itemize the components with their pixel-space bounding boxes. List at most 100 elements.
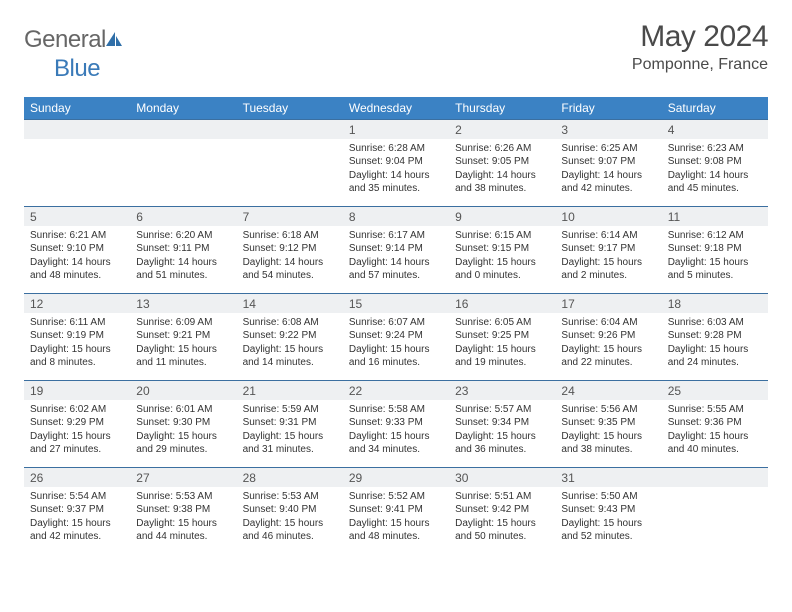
day-detail-cell: Sunrise: 6:17 AMSunset: 9:14 PMDaylight:… <box>343 226 449 294</box>
sunset-line: Sunset: 9:08 PM <box>668 155 762 169</box>
sunrise-line: Sunrise: 6:08 AM <box>243 316 337 330</box>
sunset-line: Sunset: 9:38 PM <box>136 503 230 517</box>
weekday-header: Tuesday <box>237 97 343 120</box>
brand-part1: General <box>24 26 106 53</box>
sunrise-line: Sunrise: 5:55 AM <box>668 403 762 417</box>
daylight-line: Daylight: 15 hours and 5 minutes. <box>668 256 762 283</box>
page-header: GeneralBlue May 2024 Pomponne, France <box>24 20 768 83</box>
sail-icon <box>104 27 124 55</box>
day-detail-cell: Sunrise: 6:01 AMSunset: 9:30 PMDaylight:… <box>130 400 236 468</box>
daylight-line: Daylight: 15 hours and 0 minutes. <box>455 256 549 283</box>
day-number-cell: 4 <box>662 119 768 139</box>
day-number-cell: 27 <box>130 467 236 487</box>
day-detail-cell: Sunrise: 6:08 AMSunset: 9:22 PMDaylight:… <box>237 313 343 381</box>
day-detail-cell: Sunrise: 6:26 AMSunset: 9:05 PMDaylight:… <box>449 139 555 207</box>
daylight-line: Daylight: 15 hours and 40 minutes. <box>668 430 762 457</box>
day-number-cell: 28 <box>237 467 343 487</box>
day-detail-cell: Sunrise: 6:09 AMSunset: 9:21 PMDaylight:… <box>130 313 236 381</box>
day-number-row: 12131415161718 <box>24 293 768 313</box>
sunrise-line: Sunrise: 6:07 AM <box>349 316 443 330</box>
day-number-cell <box>662 467 768 487</box>
day-detail-cell: Sunrise: 5:53 AMSunset: 9:38 PMDaylight:… <box>130 487 236 554</box>
sunrise-line: Sunrise: 6:14 AM <box>561 229 655 243</box>
sunrise-line: Sunrise: 6:28 AM <box>349 142 443 156</box>
title-block: May 2024 Pomponne, France <box>632 20 768 74</box>
sunset-line: Sunset: 9:15 PM <box>455 242 549 256</box>
sunrise-line: Sunrise: 5:57 AM <box>455 403 549 417</box>
day-detail-cell: Sunrise: 6:02 AMSunset: 9:29 PMDaylight:… <box>24 400 130 468</box>
sunset-line: Sunset: 9:42 PM <box>455 503 549 517</box>
daylight-line: Daylight: 15 hours and 22 minutes. <box>561 343 655 370</box>
day-detail-cell: Sunrise: 5:52 AMSunset: 9:41 PMDaylight:… <box>343 487 449 554</box>
day-number-cell: 13 <box>130 293 236 313</box>
day-number-row: 262728293031 <box>24 467 768 487</box>
sunset-line: Sunset: 9:31 PM <box>243 416 337 430</box>
location-label: Pomponne, France <box>632 56 768 74</box>
sunrise-line: Sunrise: 5:50 AM <box>561 490 655 504</box>
sunrise-line: Sunrise: 6:05 AM <box>455 316 549 330</box>
sunrise-line: Sunrise: 6:20 AM <box>136 229 230 243</box>
day-number-cell: 8 <box>343 206 449 226</box>
sunset-line: Sunset: 9:19 PM <box>30 329 124 343</box>
sunrise-line: Sunrise: 6:01 AM <box>136 403 230 417</box>
sunset-line: Sunset: 9:12 PM <box>243 242 337 256</box>
weekday-header-row: Sunday Monday Tuesday Wednesday Thursday… <box>24 97 768 120</box>
day-detail-row: Sunrise: 6:28 AMSunset: 9:04 PMDaylight:… <box>24 139 768 207</box>
day-number-cell: 31 <box>555 467 661 487</box>
daylight-line: Daylight: 15 hours and 44 minutes. <box>136 517 230 544</box>
sunrise-line: Sunrise: 5:58 AM <box>349 403 443 417</box>
month-title: May 2024 <box>632 20 768 54</box>
day-detail-cell: Sunrise: 6:14 AMSunset: 9:17 PMDaylight:… <box>555 226 661 294</box>
brand-logo: GeneralBlue <box>24 20 126 83</box>
calendar-table: Sunday Monday Tuesday Wednesday Thursday… <box>24 97 768 554</box>
sunset-line: Sunset: 9:37 PM <box>30 503 124 517</box>
daylight-line: Daylight: 15 hours and 31 minutes. <box>243 430 337 457</box>
sunrise-line: Sunrise: 6:03 AM <box>668 316 762 330</box>
sunrise-line: Sunrise: 6:21 AM <box>30 229 124 243</box>
calendar-body: 1234 Sunrise: 6:28 AMSunset: 9:04 PMDayl… <box>24 119 768 554</box>
day-number-cell: 9 <box>449 206 555 226</box>
sunrise-line: Sunrise: 5:52 AM <box>349 490 443 504</box>
day-number-cell: 16 <box>449 293 555 313</box>
daylight-line: Daylight: 15 hours and 38 minutes. <box>561 430 655 457</box>
day-detail-cell: Sunrise: 5:59 AMSunset: 9:31 PMDaylight:… <box>237 400 343 468</box>
day-detail-cell <box>237 139 343 207</box>
day-detail-cell: Sunrise: 6:11 AMSunset: 9:19 PMDaylight:… <box>24 313 130 381</box>
day-detail-cell: Sunrise: 5:57 AMSunset: 9:34 PMDaylight:… <box>449 400 555 468</box>
sunrise-line: Sunrise: 6:11 AM <box>30 316 124 330</box>
day-detail-cell: Sunrise: 5:53 AMSunset: 9:40 PMDaylight:… <box>237 487 343 554</box>
sunrise-line: Sunrise: 6:18 AM <box>243 229 337 243</box>
daylight-line: Daylight: 15 hours and 50 minutes. <box>455 517 549 544</box>
day-number-cell: 15 <box>343 293 449 313</box>
day-detail-cell: Sunrise: 5:58 AMSunset: 9:33 PMDaylight:… <box>343 400 449 468</box>
sunrise-line: Sunrise: 5:56 AM <box>561 403 655 417</box>
sunrise-line: Sunrise: 5:59 AM <box>243 403 337 417</box>
day-number-cell: 12 <box>24 293 130 313</box>
day-number-cell: 25 <box>662 380 768 400</box>
day-detail-cell: Sunrise: 6:03 AMSunset: 9:28 PMDaylight:… <box>662 313 768 381</box>
sunset-line: Sunset: 9:41 PM <box>349 503 443 517</box>
day-number-row: 19202122232425 <box>24 380 768 400</box>
sunrise-line: Sunrise: 6:26 AM <box>455 142 549 156</box>
day-detail-cell: Sunrise: 6:18 AMSunset: 9:12 PMDaylight:… <box>237 226 343 294</box>
sunset-line: Sunset: 9:36 PM <box>668 416 762 430</box>
day-detail-cell: Sunrise: 6:04 AMSunset: 9:26 PMDaylight:… <box>555 313 661 381</box>
sunset-line: Sunset: 9:26 PM <box>561 329 655 343</box>
daylight-line: Daylight: 15 hours and 42 minutes. <box>30 517 124 544</box>
day-detail-cell: Sunrise: 5:56 AMSunset: 9:35 PMDaylight:… <box>555 400 661 468</box>
sunrise-line: Sunrise: 5:53 AM <box>243 490 337 504</box>
day-detail-cell: Sunrise: 6:15 AMSunset: 9:15 PMDaylight:… <box>449 226 555 294</box>
daylight-line: Daylight: 15 hours and 48 minutes. <box>349 517 443 544</box>
daylight-line: Daylight: 14 hours and 48 minutes. <box>30 256 124 283</box>
sunrise-line: Sunrise: 6:17 AM <box>349 229 443 243</box>
daylight-line: Daylight: 14 hours and 42 minutes. <box>561 169 655 196</box>
weekday-header: Wednesday <box>343 97 449 120</box>
day-detail-cell <box>24 139 130 207</box>
brand-name: GeneralBlue <box>24 26 126 83</box>
day-detail-row: Sunrise: 6:11 AMSunset: 9:19 PM Daylight:… <box>24 313 768 381</box>
day-number-cell: 14 <box>237 293 343 313</box>
sunset-line: Sunset: 9:21 PM <box>136 329 230 343</box>
day-detail-row: Sunrise: 6:02 AMSunset: 9:29 PMDaylight:… <box>24 400 768 468</box>
day-number-cell: 6 <box>130 206 236 226</box>
day-number-cell: 1 <box>343 119 449 139</box>
